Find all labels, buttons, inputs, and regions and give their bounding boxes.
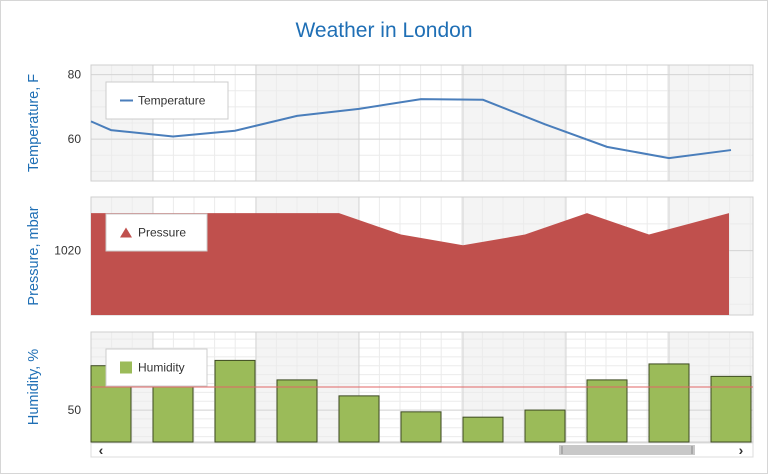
data-point (667, 156, 672, 161)
data-point (89, 211, 93, 215)
legend-box (105, 213, 208, 252)
humidity-bar (524, 409, 566, 443)
scroll-left-button[interactable]: ‹ (99, 442, 104, 458)
humidity-bar (648, 363, 690, 443)
data-point (481, 97, 486, 102)
humidity-bar (214, 359, 256, 443)
scroll-right-button[interactable]: › (739, 442, 744, 458)
y-tick-label: 60 (68, 132, 82, 146)
data-point (419, 97, 424, 102)
data-point (295, 113, 300, 118)
data-point (337, 211, 341, 215)
scrollbar-thumb[interactable] (559, 445, 695, 455)
pressure-area (91, 213, 729, 315)
data-point (727, 211, 731, 215)
chart-pane-2: 1020 Pressure, mbar Pressure (26, 196, 754, 316)
legend: Pressure (105, 213, 208, 252)
data-point (233, 128, 238, 133)
y-axis-title: Humidity, % (26, 349, 42, 425)
chart-title: Weather in London (295, 19, 473, 42)
data-point (213, 211, 217, 215)
data-point (585, 211, 589, 215)
humidity-bar (338, 395, 380, 443)
y-tick-label: 80 (68, 68, 82, 82)
pane-border (90, 64, 754, 182)
humidity-bar (276, 379, 318, 443)
data-point (523, 233, 527, 237)
temperature-line (90, 98, 732, 160)
legend-marker-triangle (120, 227, 132, 238)
humidity-bar (400, 411, 442, 443)
series-temperature (89, 97, 734, 161)
y-axis-title: Pressure, mbar (26, 206, 42, 305)
data-point (729, 148, 734, 153)
data-point (171, 134, 176, 139)
data-point (399, 233, 403, 237)
series-humidity (90, 359, 753, 443)
legend-label: Humidity (138, 361, 185, 375)
humidity-bar (586, 379, 628, 443)
humidity-bar (710, 375, 752, 443)
data-point (109, 128, 114, 133)
data-point (357, 106, 362, 111)
chart-pane-3: 50 Humidity, % Humidity (26, 331, 754, 443)
humidity-bar (462, 416, 504, 443)
y-axis-title: Temperature, F (26, 74, 42, 172)
data-point (275, 211, 279, 215)
legend-marker-square (120, 361, 132, 374)
y-tick-label: 1020 (54, 244, 81, 258)
legend: Humidity (105, 348, 208, 387)
data-point (605, 144, 610, 149)
data-point (461, 243, 465, 247)
chart-pane-1: 60 80 Temperature, F Temperature (26, 64, 754, 182)
legend-label: Temperature (138, 94, 206, 108)
y-tick-label: 50 (68, 403, 82, 417)
data-point (647, 233, 651, 237)
legend-label: Pressure (138, 226, 186, 240)
horizontal-scrollbar[interactable]: ‹ › (90, 442, 754, 458)
data-point (89, 119, 94, 124)
legend: Temperature (105, 81, 229, 120)
humidity-bar (152, 384, 194, 443)
series-pressure (89, 211, 731, 315)
data-point (543, 122, 548, 127)
